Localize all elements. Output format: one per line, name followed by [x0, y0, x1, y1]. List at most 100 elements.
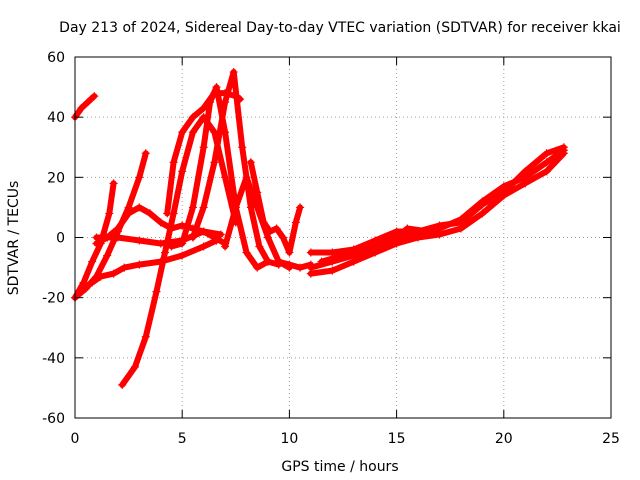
data-point: [259, 218, 268, 227]
data-point: [296, 263, 305, 272]
data-point: [90, 92, 99, 101]
series-arc-7: [118, 113, 240, 389]
data-point: [210, 158, 219, 167]
data-point: [328, 266, 337, 275]
data-point: [141, 149, 150, 158]
data-point: [285, 248, 294, 257]
x-tick-label: 15: [388, 431, 406, 447]
data-point: [81, 284, 90, 293]
data-point: [88, 257, 97, 266]
series-arc-15: [306, 143, 568, 257]
data-point: [178, 251, 187, 260]
data-point: [349, 257, 358, 266]
data-point: [414, 233, 423, 242]
data-point: [403, 224, 412, 233]
axis-ticks: 0 5 10 15 20 25 -60 -40 -20 0 20 40 60: [42, 50, 620, 447]
series-line: [119, 114, 239, 388]
data-point: [163, 209, 172, 218]
series-line: [72, 180, 117, 301]
data-point: [199, 242, 208, 251]
data-point: [188, 203, 197, 212]
data-point: [255, 242, 264, 251]
data-point: [542, 149, 551, 158]
chart-title: Day 213 of 2024, Sidereal Day-to-day VTE…: [59, 20, 621, 36]
data-point: [371, 236, 380, 245]
data-point: [274, 257, 283, 266]
y-tick-label: 60: [47, 50, 65, 66]
data-point: [131, 362, 140, 371]
data-point: [272, 224, 281, 233]
data-point: [103, 251, 112, 260]
data-point: [317, 257, 326, 266]
data-point: [542, 167, 551, 176]
data-point: [559, 149, 568, 158]
data-point: [188, 113, 197, 122]
data-point: [456, 224, 465, 233]
y-tick-label: -20: [42, 291, 65, 307]
series-arc-17: [317, 224, 433, 266]
data-point: [199, 143, 208, 152]
data-point: [246, 158, 255, 167]
data-point: [291, 218, 300, 227]
data-point: [285, 260, 294, 269]
data-point: [242, 173, 251, 182]
data-point: [306, 248, 315, 257]
data-point: [156, 218, 165, 227]
x-tick-label: 10: [280, 431, 298, 447]
data-point: [135, 173, 144, 182]
data-point: [169, 158, 178, 167]
y-axis-label: SDTVAR / TECUs: [6, 181, 22, 296]
grid: [75, 57, 611, 418]
x-tick-label: 20: [495, 431, 513, 447]
y-tick-label: 40: [47, 110, 65, 126]
series-arc-1: [71, 92, 99, 122]
data-point: [83, 98, 92, 107]
data-point: [278, 233, 287, 242]
data-point: [135, 260, 144, 269]
data-point: [161, 248, 170, 257]
data-point: [178, 167, 187, 176]
data-point: [521, 167, 530, 176]
data-point: [542, 158, 551, 167]
data-point: [360, 251, 369, 260]
data-point: [135, 236, 144, 245]
data-point: [212, 83, 221, 92]
series-line: [72, 150, 149, 301]
data-point: [206, 98, 215, 107]
data-point: [328, 248, 337, 257]
data-point: [79, 278, 88, 287]
data-point: [478, 209, 487, 218]
data-point: [77, 104, 86, 113]
data-point: [478, 200, 487, 209]
data-point: [109, 269, 118, 278]
y-tick-label: 20: [47, 170, 65, 186]
data-point: [188, 128, 197, 137]
data-point: [306, 269, 315, 278]
y-tick-label: -60: [42, 411, 65, 427]
data-point: [156, 239, 165, 248]
series-arc-16: [306, 149, 568, 278]
data-point: [221, 242, 230, 251]
data-point: [349, 245, 358, 254]
series-line: [275, 258, 314, 271]
data-point: [135, 203, 144, 212]
data-point: [231, 203, 240, 212]
data-point: [199, 227, 208, 236]
data-point: [141, 332, 150, 341]
data-point: [266, 227, 275, 236]
series-line: [72, 93, 98, 121]
data-point: [424, 227, 433, 236]
data-point: [221, 98, 230, 107]
data-point: [113, 224, 122, 233]
data-point: [152, 287, 161, 296]
data-point: [242, 248, 251, 257]
data-point: [253, 188, 262, 197]
x-tick-label: 0: [71, 431, 80, 447]
data-series: [71, 68, 568, 389]
data-point: [120, 263, 129, 272]
data-point: [146, 209, 155, 218]
data-point: [253, 263, 262, 272]
data-point: [167, 242, 176, 251]
data-point: [96, 272, 105, 281]
